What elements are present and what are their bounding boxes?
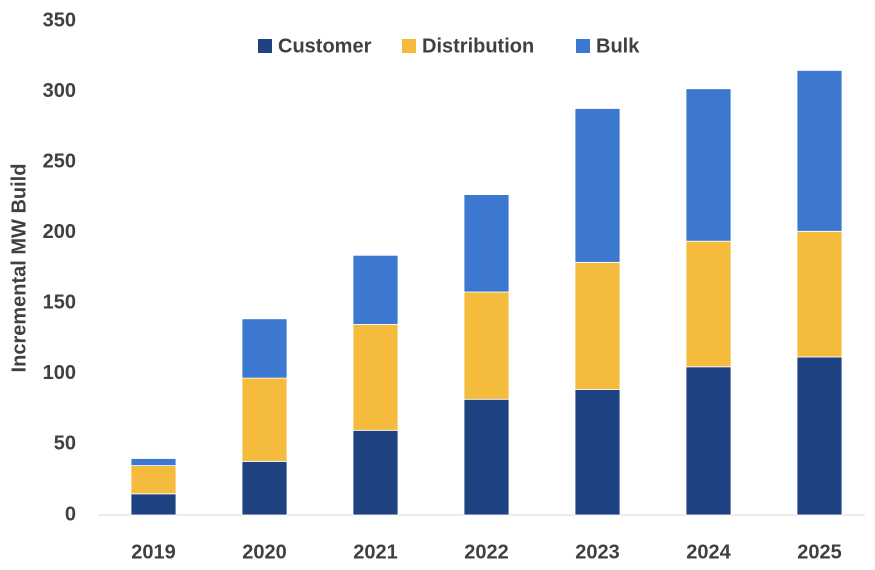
x-tick-label: 2020 bbox=[242, 541, 287, 563]
y-tick-label: 100 bbox=[43, 362, 76, 384]
bar-segment bbox=[241, 377, 288, 462]
bar-segment bbox=[574, 261, 621, 390]
bar-segment bbox=[685, 240, 732, 368]
bar-segment bbox=[796, 356, 843, 516]
legend-label: Distribution bbox=[422, 35, 534, 57]
legend-label: Bulk bbox=[596, 35, 640, 57]
bar-segment bbox=[685, 88, 732, 242]
legend-label: Customer bbox=[278, 35, 372, 57]
bar-segment bbox=[463, 398, 510, 516]
y-tick-label: 50 bbox=[54, 433, 76, 455]
y-tick-label: 300 bbox=[43, 80, 76, 102]
x-tick-label: 2021 bbox=[353, 541, 398, 563]
bar-segment bbox=[685, 366, 732, 516]
bar-segment bbox=[130, 465, 177, 495]
x-tick-label: 2025 bbox=[797, 541, 842, 563]
bar-segment bbox=[130, 458, 177, 466]
x-tick-label: 2023 bbox=[575, 541, 620, 563]
bar-segment bbox=[463, 194, 510, 293]
legend-swatch bbox=[258, 39, 272, 53]
legend-swatch bbox=[576, 39, 590, 53]
bar-segment bbox=[796, 230, 843, 358]
x-tick-label: 2024 bbox=[686, 541, 731, 563]
legend-swatch bbox=[402, 39, 416, 53]
bar-segment bbox=[463, 291, 510, 400]
bar-segment bbox=[130, 493, 177, 516]
bar-segment bbox=[352, 254, 399, 325]
y-tick-label: 350 bbox=[43, 9, 76, 31]
bar-segment bbox=[574, 388, 621, 516]
y-tick-label: 250 bbox=[43, 150, 76, 172]
bar-segment bbox=[241, 460, 288, 516]
bar-segment bbox=[241, 318, 288, 379]
bar-segment bbox=[574, 108, 621, 263]
bar-segment bbox=[352, 429, 399, 516]
y-tick-label: 200 bbox=[43, 221, 76, 243]
x-tick-label: 2019 bbox=[131, 541, 176, 563]
bar-segment bbox=[352, 324, 399, 431]
y-tick-label: 0 bbox=[65, 503, 76, 525]
y-axis-title: Incremental MW Build bbox=[8, 164, 30, 373]
y-tick-label: 150 bbox=[43, 292, 76, 314]
x-tick-label: 2022 bbox=[464, 541, 509, 563]
bar-segment bbox=[796, 70, 843, 232]
